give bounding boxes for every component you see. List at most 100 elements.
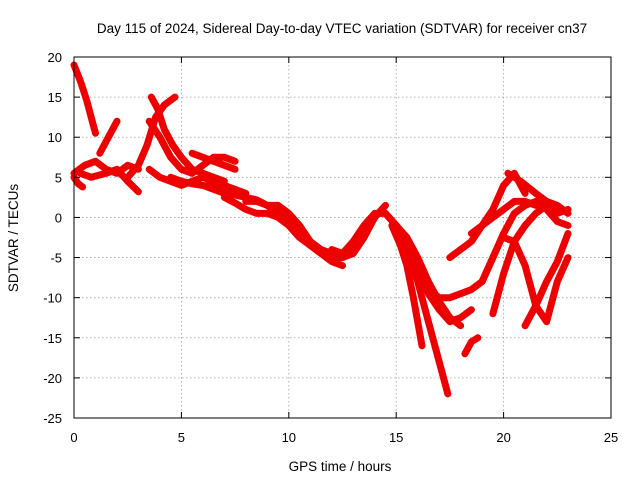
data-point (194, 152, 201, 159)
data-point (431, 341, 438, 348)
data-point (229, 157, 236, 164)
data-point (551, 290, 558, 297)
data-point (526, 279, 533, 286)
data-point (550, 292, 557, 299)
data-point (86, 108, 93, 115)
data-point (554, 210, 561, 217)
data-point (492, 299, 499, 306)
data-point (183, 168, 190, 175)
data-point (272, 213, 279, 220)
series-arc-6 (124, 93, 179, 181)
data-point (415, 281, 422, 288)
data-point (416, 284, 423, 291)
data-point (489, 206, 496, 213)
data-point (159, 175, 166, 182)
data-point (420, 298, 427, 305)
data-point (229, 165, 236, 172)
data-point (433, 347, 440, 354)
data-point (199, 174, 206, 181)
data-point (542, 281, 549, 288)
data-point (436, 358, 443, 365)
data-point (565, 230, 571, 237)
series-arc-11 (188, 149, 239, 173)
data-point (418, 274, 425, 281)
data-point (85, 173, 92, 180)
data-point (479, 278, 486, 285)
tick-label-layer: 0 5 10 15 20 25 -25 -20 -15 -10 -5 0 5 10 15 20 (43, 50, 618, 445)
data-point (493, 296, 500, 303)
data-point (213, 159, 220, 166)
data-point (202, 175, 209, 182)
data-point (420, 301, 427, 308)
data-point (452, 316, 459, 323)
data-point (537, 292, 544, 298)
data-point (523, 268, 530, 275)
data-point (170, 175, 177, 182)
data-point (562, 259, 569, 266)
data-point (189, 166, 196, 173)
x-tick-label: 10 (282, 430, 296, 445)
data-point (269, 212, 276, 219)
data-point (495, 290, 502, 297)
data-point (522, 190, 529, 197)
data-point (339, 262, 346, 269)
data-point (491, 305, 498, 311)
data-point (382, 202, 389, 209)
data-point (426, 321, 433, 328)
data-point (437, 364, 444, 371)
data-point (517, 251, 524, 258)
data-point (500, 234, 507, 241)
data-point (545, 310, 552, 317)
data-point (127, 163, 134, 170)
data-point (449, 293, 456, 300)
data-point (481, 273, 488, 280)
data-point (557, 270, 564, 277)
data-point (210, 158, 217, 165)
data-point (191, 151, 198, 158)
data-point (250, 209, 257, 216)
y-tick-label: 5 (55, 170, 62, 185)
data-point (197, 153, 204, 160)
data-point (465, 287, 472, 294)
data-point (498, 279, 505, 286)
data-point (553, 281, 560, 288)
data-point (417, 287, 423, 294)
data-point (162, 176, 169, 183)
y-tick-label: 0 (55, 210, 62, 225)
data-point (423, 310, 430, 317)
data-point (546, 307, 553, 314)
data-point (492, 302, 499, 309)
data-point (527, 282, 534, 289)
data-point (135, 188, 142, 195)
plot-frame (73, 56, 612, 419)
data-point (224, 163, 230, 170)
data-point (506, 254, 512, 261)
data-point (560, 265, 567, 272)
data-point (430, 335, 436, 342)
data-point (242, 206, 249, 213)
data-point (226, 164, 233, 171)
data-point (199, 182, 206, 189)
data-point (434, 353, 441, 360)
series-arc-27 (504, 169, 572, 217)
data-point (490, 307, 497, 314)
data-point (81, 162, 88, 169)
data-point (197, 169, 204, 176)
x-axis-label: GPS time / hours (289, 459, 392, 474)
data-point (485, 265, 492, 272)
data-point (460, 289, 467, 296)
data-point (551, 201, 558, 208)
data-point (103, 170, 110, 177)
data-point (77, 170, 84, 177)
data-point (264, 210, 271, 217)
data-point (421, 282, 428, 289)
y-tick-label: -25 (43, 411, 62, 426)
data-point (495, 193, 502, 200)
data-point (511, 238, 518, 245)
data-point (334, 248, 341, 255)
data-point (267, 211, 273, 218)
data-point (427, 327, 434, 334)
data-point (210, 178, 217, 185)
data-point (146, 133, 153, 140)
data-point (216, 160, 222, 167)
